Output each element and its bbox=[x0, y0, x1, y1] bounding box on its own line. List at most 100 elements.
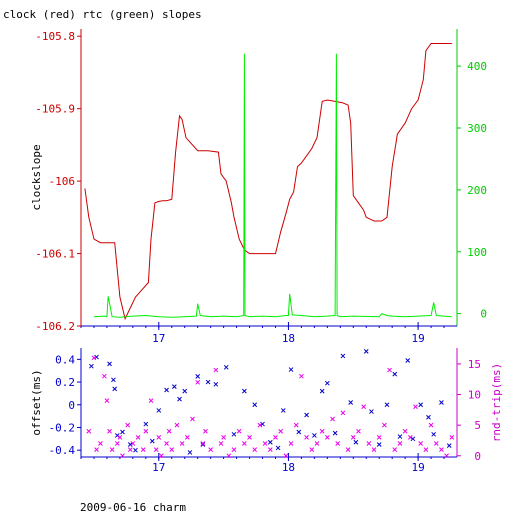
data-point-offset bbox=[200, 442, 206, 447]
data-point-offset bbox=[112, 386, 118, 392]
data-point-rtt bbox=[169, 447, 175, 453]
data-point-rtt bbox=[392, 447, 398, 453]
data-point-rtt bbox=[208, 447, 214, 453]
data-point-offset bbox=[312, 433, 317, 438]
data-point-offset bbox=[149, 438, 155, 444]
data-point-offset bbox=[384, 402, 390, 408]
data-point-rtt bbox=[140, 447, 146, 453]
chart-title: clock (red) rtc (green) slopes bbox=[3, 8, 202, 21]
data-point-offset bbox=[223, 364, 229, 370]
y2-tick-label: 400 bbox=[467, 60, 487, 73]
data-point-rtt bbox=[127, 447, 133, 453]
data-point-rtt bbox=[319, 428, 325, 434]
data-point-offset bbox=[213, 381, 219, 387]
x-tick-label: 18 bbox=[282, 461, 295, 474]
data-point-offset bbox=[369, 409, 374, 414]
data-point-offset bbox=[280, 408, 286, 413]
data-point-rtt bbox=[293, 422, 299, 428]
data-point-offset bbox=[120, 429, 125, 435]
data-point-rtt bbox=[423, 447, 429, 453]
data-point-offset bbox=[288, 367, 294, 372]
data-point-rtt bbox=[407, 435, 413, 440]
data-point-rtt bbox=[114, 441, 120, 446]
data-point-offset bbox=[376, 442, 382, 447]
y-tick-label: 0.2 bbox=[55, 376, 75, 389]
data-point-offset bbox=[260, 421, 265, 427]
data-point-offset bbox=[405, 358, 411, 363]
y2-tick-label: 10 bbox=[468, 389, 481, 402]
data-point-rtt bbox=[143, 428, 149, 434]
data-point-rtt bbox=[86, 428, 92, 434]
series-line-clock bbox=[84, 43, 452, 321]
chart-footer: 2009-06-16 charm bbox=[80, 501, 186, 512]
data-point-rtt bbox=[340, 410, 346, 416]
data-point-offset bbox=[332, 430, 338, 436]
y-tick-label: -106 bbox=[49, 175, 76, 188]
data-point-rtt bbox=[184, 435, 190, 440]
data-point-rtt bbox=[109, 447, 115, 453]
data-point-offset bbox=[171, 384, 177, 389]
data-point-rtt bbox=[278, 428, 284, 434]
data-point-offset bbox=[431, 431, 437, 437]
series-line-rtc bbox=[93, 53, 452, 318]
x-tick-label: 17 bbox=[152, 461, 165, 474]
data-point-rtt bbox=[200, 441, 206, 446]
data-point-offset bbox=[304, 412, 309, 418]
data-point-rtt bbox=[371, 447, 377, 453]
data-point-offset bbox=[89, 363, 94, 369]
data-point-rtt bbox=[125, 422, 131, 428]
data-point-rtt bbox=[156, 435, 162, 440]
data-point-rtt bbox=[267, 447, 273, 453]
data-point-offset bbox=[231, 431, 237, 437]
data-point-rtt bbox=[195, 379, 201, 385]
data-point-rtt bbox=[179, 441, 185, 446]
y2-tick-label: 5 bbox=[474, 419, 481, 432]
data-point-offset bbox=[164, 387, 169, 393]
y2-tick-label: 15 bbox=[468, 358, 481, 371]
data-point-offset bbox=[182, 388, 188, 394]
data-point-offset bbox=[252, 402, 258, 408]
y-tick-label: -0.4 bbox=[49, 444, 76, 457]
data-point-rtt bbox=[174, 422, 180, 428]
data-point-offset bbox=[187, 450, 193, 455]
data-point-rtt bbox=[236, 428, 242, 434]
offset-roundtrip-panel: 17 18 19 0.4 0.2 0 -0.2 -0.4 0 5 10 15 offset(ms) rnd… bbox=[30, 348, 503, 474]
y2-tick-label: 300 bbox=[467, 122, 487, 135]
data-point-offset bbox=[397, 434, 403, 439]
data-point-rtt bbox=[242, 441, 247, 446]
data-point-rtt bbox=[309, 447, 315, 453]
data-point-rtt bbox=[273, 435, 278, 440]
data-point-offset bbox=[348, 400, 354, 405]
x-tick-label: 18 bbox=[282, 332, 295, 345]
y-tick-label: -106.2 bbox=[35, 320, 75, 333]
data-point-rtt bbox=[120, 453, 125, 459]
data-point-rtt bbox=[283, 453, 289, 459]
data-point-offset bbox=[107, 361, 112, 367]
y2-tick-label: 100 bbox=[467, 246, 487, 259]
data-point-rtt bbox=[439, 447, 444, 453]
data-point-offset bbox=[275, 445, 281, 451]
data-point-rtt bbox=[221, 435, 226, 440]
data-point-offset bbox=[143, 421, 149, 427]
data-point-rtt bbox=[382, 422, 387, 428]
data-point-offset bbox=[133, 447, 138, 453]
data-point-rtt bbox=[135, 435, 141, 440]
data-point-rtt bbox=[262, 441, 268, 446]
x-tick-label: 19 bbox=[411, 461, 424, 474]
data-point-offset bbox=[410, 436, 416, 442]
data-point-rtt bbox=[203, 428, 208, 434]
y-tick-label: -0.2 bbox=[49, 421, 76, 434]
data-point-rtt bbox=[164, 441, 169, 446]
data-point-rtt bbox=[153, 447, 159, 453]
x-tick-label: 19 bbox=[411, 332, 424, 345]
y-axis-label: offset(ms) bbox=[30, 369, 43, 435]
data-point-rtt bbox=[288, 441, 294, 446]
data-point-rtt bbox=[148, 398, 154, 404]
y-tick-label: 0.4 bbox=[55, 353, 75, 366]
data-point-offset bbox=[296, 429, 302, 435]
data-point-rtt bbox=[226, 453, 232, 459]
data-point-rtt bbox=[247, 435, 252, 440]
clock-slope-panel: 17 18 19 -105.8 -105.9 -106 -106.1 -106.2 0 100 20… bbox=[30, 29, 487, 345]
data-point-offset bbox=[363, 349, 369, 354]
data-point-rtt bbox=[444, 453, 449, 459]
